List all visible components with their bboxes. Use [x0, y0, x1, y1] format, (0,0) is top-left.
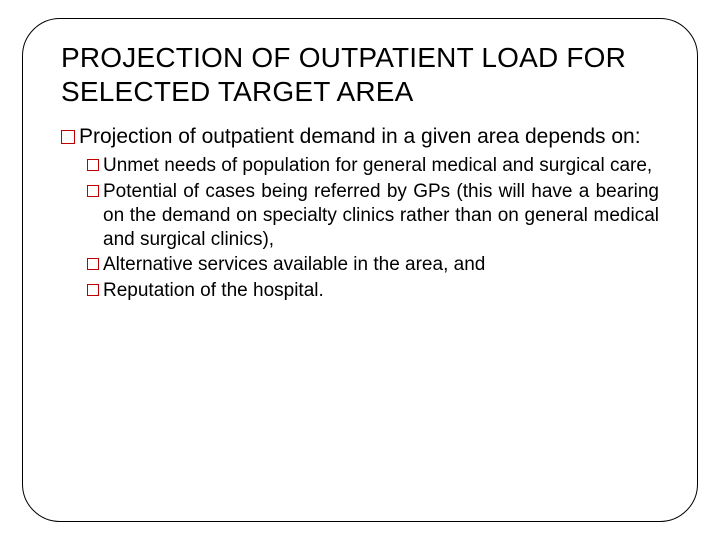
slide-title: PROJECTION OF OUTPATIENT LOAD FOR SELECT…: [61, 41, 659, 108]
list-item-text: Potential of cases being referred by GPs…: [103, 180, 659, 251]
slide: PROJECTION OF OUTPATIENT LOAD FOR SELECT…: [0, 0, 720, 540]
list-item-text: Alternative services available in the ar…: [103, 253, 659, 277]
list-item: Unmet needs of population for general me…: [87, 154, 659, 178]
square-bullet-icon: [87, 159, 99, 171]
square-bullet-icon: [61, 130, 75, 144]
square-bullet-icon: [87, 185, 99, 197]
intro-text: Projection of outpatient demand in a giv…: [79, 124, 659, 150]
list-item: Alternative services available in the ar…: [87, 253, 659, 277]
square-bullet-icon: [87, 258, 99, 270]
list-item: Potential of cases being referred by GPs…: [87, 180, 659, 251]
list-item-text: Reputation of the hospital.: [103, 279, 659, 303]
list-item: Reputation of the hospital.: [87, 279, 659, 303]
square-bullet-icon: [87, 284, 99, 296]
slide-frame: PROJECTION OF OUTPATIENT LOAD FOR SELECT…: [22, 18, 698, 522]
intro-line: Projection of outpatient demand in a giv…: [61, 124, 659, 150]
list-item-text: Unmet needs of population for general me…: [103, 154, 659, 178]
